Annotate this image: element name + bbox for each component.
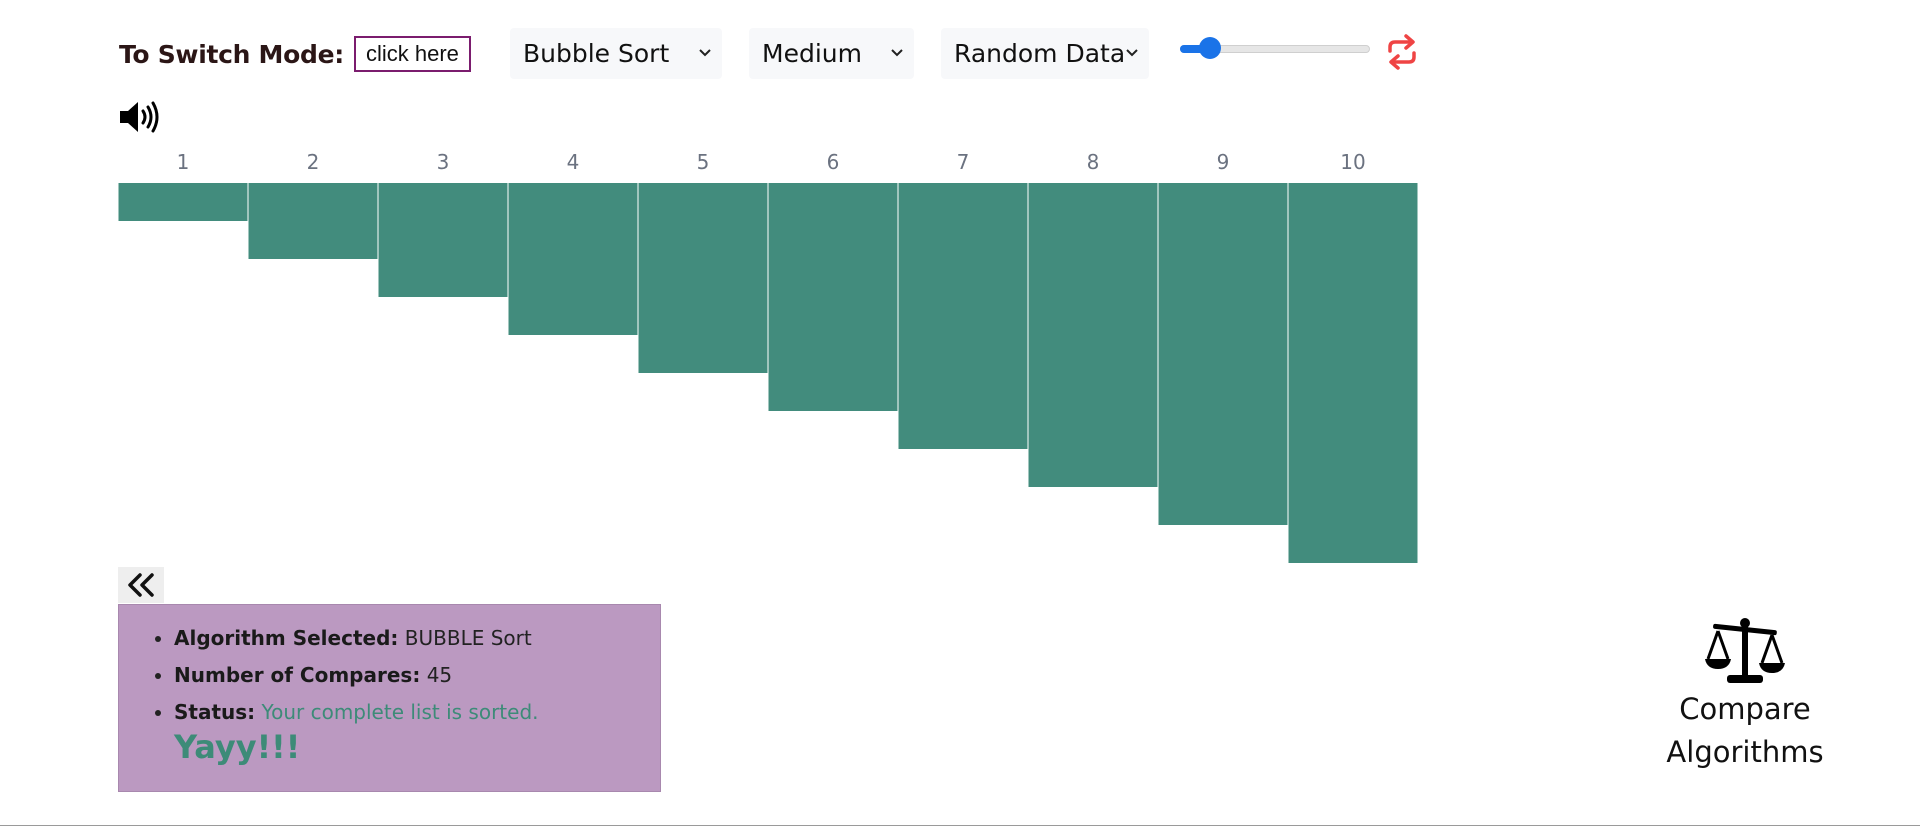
speed-select-value: Medium	[762, 39, 862, 68]
bar-label-8: 8	[1087, 150, 1100, 174]
status-label: Status:	[174, 700, 256, 724]
speed-slider[interactable]	[1180, 37, 1370, 59]
bar-1	[118, 183, 248, 221]
speed-select[interactable]: Medium	[749, 28, 914, 79]
bar-2	[248, 183, 378, 259]
algorithm-select[interactable]: Bubble Sort	[510, 28, 722, 79]
compare-label-line1: Compare	[1679, 692, 1811, 726]
mode-switch: To Switch Mode: click here	[119, 28, 471, 80]
slider-fill	[1180, 45, 1211, 53]
data-select[interactable]: Random Data	[941, 28, 1149, 79]
data-select-value: Random Data	[954, 39, 1126, 68]
info-item-status: Status: Your complete list is sorted. Ya…	[174, 699, 660, 765]
sorting-bar-chart: 1 2 3 4 5 6 7 8 9 10	[118, 150, 1418, 563]
bar-label-6: 6	[827, 150, 840, 174]
bar-6	[768, 183, 898, 411]
info-list: Algorithm Selected: BUBBLE Sort Number o…	[119, 605, 660, 765]
algorithm-value: BUBBLE Sort	[404, 626, 532, 650]
bar-5	[638, 183, 768, 373]
chevron-down-icon	[1126, 49, 1138, 57]
double-chevron-left-icon	[128, 573, 154, 597]
bar-7	[898, 183, 1028, 449]
bar-label-9: 9	[1217, 150, 1230, 174]
bar-4	[508, 183, 638, 335]
bar-label-10: 10	[1340, 150, 1365, 174]
chevron-down-icon	[891, 49, 903, 57]
compares-value: 45	[426, 663, 453, 687]
bar-label-5: 5	[697, 150, 710, 174]
refresh-icon[interactable]	[1385, 34, 1419, 70]
mode-label: To Switch Mode:	[119, 39, 344, 69]
bar-3	[378, 183, 508, 297]
info-item-algorithm: Algorithm Selected: BUBBLE Sort	[174, 625, 660, 651]
bar-10	[1288, 183, 1418, 563]
bar-8	[1028, 183, 1158, 487]
bar-label-2: 2	[307, 150, 320, 174]
info-item-compares: Number of Compares: 45	[174, 662, 660, 688]
compares-label: Number of Compares:	[174, 663, 421, 687]
slider-thumb[interactable]	[1199, 37, 1222, 59]
compare-label-line2: Algorithms	[1666, 735, 1824, 769]
algorithm-label: Algorithm Selected:	[174, 626, 399, 650]
algorithm-select-value: Bubble Sort	[523, 39, 670, 68]
compare-algorithms-button[interactable]: Compare Algorithms	[1640, 615, 1850, 773]
bar-label-1: 1	[177, 150, 190, 174]
bar-label-3: 3	[437, 150, 450, 174]
bar-label-7: 7	[957, 150, 970, 174]
bar-9	[1158, 183, 1288, 525]
chevron-down-icon	[699, 49, 711, 57]
collapse-panel-button[interactable]	[118, 567, 164, 603]
status-value: Your complete list is sorted.	[261, 700, 539, 724]
volume-up-icon[interactable]	[118, 100, 160, 134]
bar-label-4: 4	[567, 150, 580, 174]
celebration-text: Yayy!!!	[174, 728, 301, 766]
info-panel: Algorithm Selected: BUBBLE Sort Number o…	[118, 604, 661, 792]
balance-scale-icon	[1705, 618, 1785, 683]
switch-mode-button[interactable]: click here	[353, 36, 471, 72]
